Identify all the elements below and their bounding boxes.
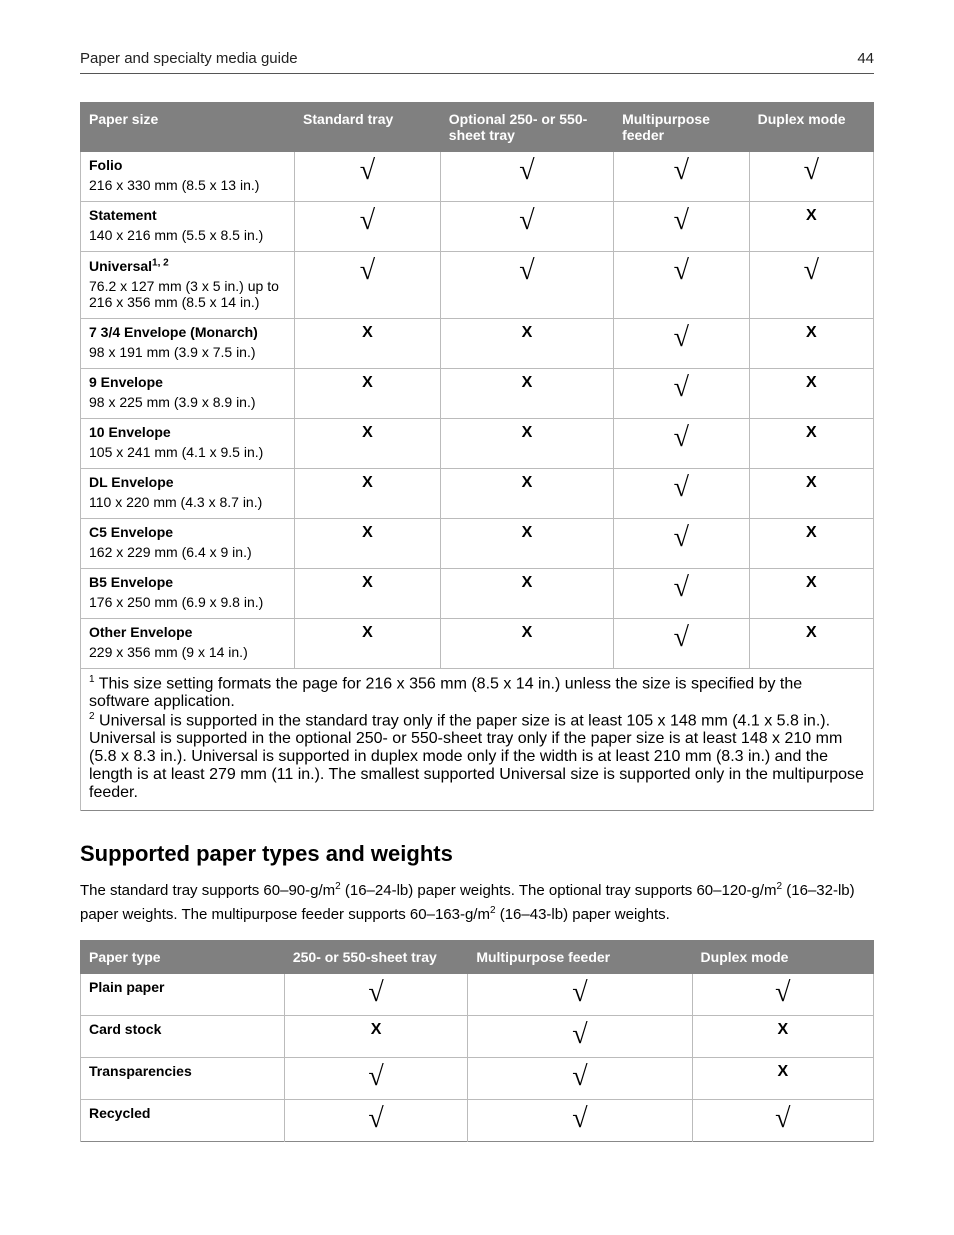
check-icon: √ [749,152,873,202]
table-row: Statement140 x 216 mm (5.5 x 8.5 in.)√√√… [81,202,874,252]
check-icon: √ [295,202,441,252]
table-row: B5 Envelope176 x 250 mm (6.9 x 9.8 in.)X… [81,568,874,618]
check-icon: √ [295,252,441,319]
table-row: Universal1, 276.2 x 127 mm (3 x 5 in.) u… [81,252,874,319]
row-label: Statement140 x 216 mm (5.5 x 8.5 in.) [81,202,295,252]
x-icon: X [749,468,873,518]
table-row: Plain paper√√√ [81,973,874,1015]
x-icon: X [284,1015,467,1057]
table-row: Transparencies√√X [81,1057,874,1099]
row-label: Universal1, 276.2 x 127 mm (3 x 5 in.) u… [81,252,295,319]
check-icon: √ [614,618,750,668]
table-row: 10 Envelope105 x 241 mm (4.1 x 9.5 in.)X… [81,418,874,468]
x-icon: X [749,518,873,568]
row-label: 10 Envelope105 x 241 mm (4.1 x 9.5 in.) [81,418,295,468]
check-icon: √ [614,568,750,618]
table-row: Card stockX√X [81,1015,874,1057]
table-row: 9 Envelope98 x 225 mm (3.9 x 8.9 in.)XX√… [81,368,874,418]
table-header: Multipurpose feeder [614,103,750,152]
x-icon: X [295,368,441,418]
table-header: Duplex mode [749,103,873,152]
table-header: Paper type [81,940,285,973]
check-icon: √ [614,418,750,468]
paper-type-table: Paper type250- or 550-sheet trayMultipur… [80,940,874,1142]
x-icon: X [295,468,441,518]
x-icon: X [440,468,613,518]
paper-size-table: Paper sizeStandard trayOptional 250- or … [80,102,874,811]
table-header: Paper size [81,103,295,152]
section-lead: The standard tray supports 60–90‑g/m2 (1… [80,879,874,926]
check-icon: √ [284,973,467,1015]
check-icon: √ [468,1015,692,1057]
check-icon: √ [468,1099,692,1141]
check-icon: √ [295,152,441,202]
row-label: B5 Envelope176 x 250 mm (6.9 x 9.8 in.) [81,568,295,618]
header-left: Paper and specialty media guide [80,50,298,67]
x-icon: X [295,568,441,618]
x-icon: X [440,318,613,368]
row-label: 9 Envelope98 x 225 mm (3.9 x 8.9 in.) [81,368,295,418]
x-icon: X [440,368,613,418]
check-icon: √ [614,318,750,368]
row-label: Recycled [81,1099,285,1141]
x-icon: X [440,618,613,668]
header-page-number: 44 [857,50,874,67]
table-row: C5 Envelope162 x 229 mm (6.4 x 9 in.)XX√… [81,518,874,568]
table-row: 7 3/4 Envelope (Monarch)98 x 191 mm (3.9… [81,318,874,368]
row-label: Transparencies [81,1057,285,1099]
x-icon: X [749,202,873,252]
table-row: Folio216 x 330 mm (8.5 x 13 in.)√√√√ [81,152,874,202]
table-header: Standard tray [295,103,441,152]
table-header: Multipurpose feeder [468,940,692,973]
check-icon: √ [284,1057,467,1099]
check-icon: √ [614,518,750,568]
check-icon: √ [614,202,750,252]
table-row: DL Envelope110 x 220 mm (4.3 x 8.7 in.)X… [81,468,874,518]
check-icon: √ [614,252,750,319]
row-label: Card stock [81,1015,285,1057]
page: Paper and specialty media guide 44 Paper… [0,0,954,1208]
x-icon: X [295,518,441,568]
table-footnotes: 1 This size setting formats the page for… [81,668,874,811]
check-icon: √ [440,252,613,319]
x-icon: X [749,568,873,618]
row-label: Folio216 x 330 mm (8.5 x 13 in.) [81,152,295,202]
check-icon: √ [468,1057,692,1099]
check-icon: √ [614,368,750,418]
table-row: Recycled√√√ [81,1099,874,1141]
x-icon: X [749,618,873,668]
check-icon: √ [440,202,613,252]
check-icon: √ [468,973,692,1015]
row-label: Plain paper [81,973,285,1015]
x-icon: X [692,1057,873,1099]
x-icon: X [749,368,873,418]
table-header: 250- or 550-sheet tray [284,940,467,973]
table-row: Other Envelope229 x 356 mm (9 x 14 in.)X… [81,618,874,668]
x-icon: X [749,318,873,368]
check-icon: √ [749,252,873,319]
row-label: DL Envelope110 x 220 mm (4.3 x 8.7 in.) [81,468,295,518]
table-header: Duplex mode [692,940,873,973]
row-label: 7 3/4 Envelope (Monarch)98 x 191 mm (3.9… [81,318,295,368]
check-icon: √ [284,1099,467,1141]
x-icon: X [440,418,613,468]
row-label: C5 Envelope162 x 229 mm (6.4 x 9 in.) [81,518,295,568]
x-icon: X [440,568,613,618]
check-icon: √ [440,152,613,202]
x-icon: X [295,418,441,468]
check-icon: √ [614,468,750,518]
row-label: Other Envelope229 x 356 mm (9 x 14 in.) [81,618,295,668]
x-icon: X [440,518,613,568]
x-icon: X [692,1015,873,1057]
section-title-supported-types: Supported paper types and weights [80,841,874,867]
running-header: Paper and specialty media guide 44 [80,50,874,74]
check-icon: √ [614,152,750,202]
x-icon: X [295,618,441,668]
check-icon: √ [692,973,873,1015]
table-header: Optional 250- or 550-sheet tray [440,103,613,152]
check-icon: √ [692,1099,873,1141]
x-icon: X [749,418,873,468]
x-icon: X [295,318,441,368]
